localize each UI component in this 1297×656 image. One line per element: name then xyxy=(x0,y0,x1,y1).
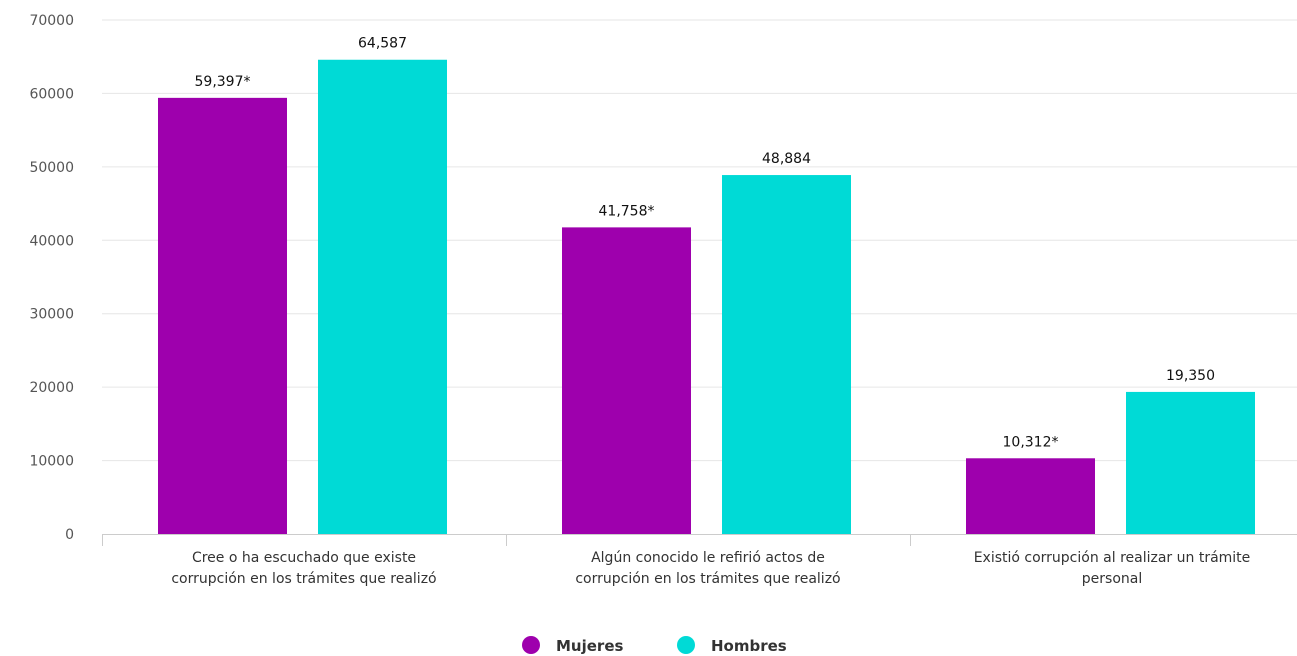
legend-item-hombres[interactable]: Hombres xyxy=(677,636,787,655)
y-axis: 0 10000 20000 30000 40000 50000 60000 70000 xyxy=(29,13,74,543)
y-tick-label: 50000 xyxy=(29,160,74,176)
data-labels: 59,397* 41,758* 10,312* 64,587 48,884 19,350 xyxy=(195,36,1216,451)
y-tick-label: 30000 xyxy=(29,307,74,323)
bar-hombres[interactable] xyxy=(722,175,851,535)
bar-mujeres[interactable] xyxy=(158,97,287,534)
legend-item-mujeres[interactable]: Mujeres xyxy=(522,636,623,655)
y-tick-label: 70000 xyxy=(29,13,74,29)
data-label: 10,312* xyxy=(1003,434,1059,450)
data-label: 41,758* xyxy=(599,203,655,219)
category-label: Algún conocido le refirió actos de xyxy=(591,550,825,566)
category-label: Cree o ha escuchado que existe xyxy=(192,550,416,566)
bar-mujeres[interactable] xyxy=(966,458,1095,534)
y-tick-label: 40000 xyxy=(29,233,74,249)
legend-marker xyxy=(522,636,540,654)
category-label: Existió corrupción al realizar un trámit… xyxy=(974,550,1251,566)
bar-mujeres[interactable] xyxy=(562,227,691,535)
legend: Mujeres Hombres xyxy=(522,636,787,655)
legend-label: Mujeres xyxy=(556,637,623,655)
x-axis: Cree o ha escuchado que existe corrupción… xyxy=(102,534,1297,587)
y-tick-label: 60000 xyxy=(29,86,74,102)
y-tick-label: 0 xyxy=(65,527,74,543)
category-label: corrupción en los trámites que realizó xyxy=(575,571,840,587)
legend-marker xyxy=(677,636,695,654)
category-label: personal xyxy=(1082,571,1142,587)
gridlines xyxy=(102,19,1297,462)
y-tick-label: 10000 xyxy=(29,454,74,470)
data-label: 64,587 xyxy=(358,36,407,52)
category-label: corrupción en los trámites que realizó xyxy=(171,571,436,587)
bar-hombres[interactable] xyxy=(1126,391,1255,534)
bar-hombres[interactable] xyxy=(318,59,447,534)
bars xyxy=(158,59,1255,535)
data-label: 48,884 xyxy=(762,151,811,167)
data-label: 59,397* xyxy=(195,74,251,90)
data-label: 19,350 xyxy=(1166,368,1215,384)
legend-label: Hombres xyxy=(711,637,787,655)
y-tick-label: 20000 xyxy=(29,380,74,396)
